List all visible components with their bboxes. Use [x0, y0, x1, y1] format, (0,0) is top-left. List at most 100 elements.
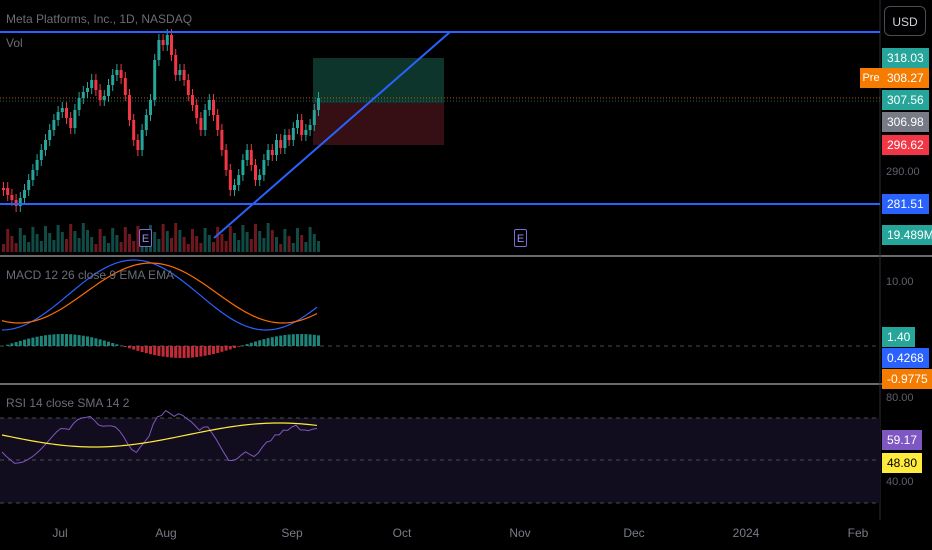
candle-body: [2, 188, 5, 190]
tag-support: 281.51: [882, 194, 929, 214]
macd-hist-bar: [233, 346, 236, 349]
candle-body: [94, 80, 98, 90]
volume-bar: [203, 228, 207, 252]
x-axis-label: Feb: [847, 526, 869, 540]
candle-body: [224, 150, 228, 170]
volume-bar: [39, 241, 43, 252]
candle-body: [270, 150, 274, 155]
volume-bar: [98, 229, 102, 252]
macd-line: [1, 259, 318, 331]
macd-hist-bar: [136, 346, 140, 351]
candle-body: [107, 85, 110, 96]
macd-hist-bar: [199, 346, 203, 357]
candle-body: [262, 160, 266, 175]
candle-body: [73, 110, 77, 128]
volume-bar: [69, 224, 73, 252]
macd-hist-bar: [212, 346, 215, 354]
candle-body: [174, 55, 178, 75]
candle-body: [312, 110, 316, 125]
volume-bar: [111, 228, 115, 252]
volume-bar: [312, 234, 316, 252]
volume-bar: [308, 227, 312, 252]
candle-body: [165, 35, 169, 45]
rsi-axis-top: 80.00: [886, 392, 914, 404]
candles-layer: [2, 29, 320, 212]
candle-body: [136, 140, 140, 150]
ascending-trendline[interactable]: [213, 31, 451, 239]
volume-bar: [296, 228, 299, 252]
candle-body: [6, 188, 10, 195]
symbol-title[interactable]: Meta Platforms, Inc., 1D, NASDAQ: [6, 12, 193, 26]
earnings-marker[interactable]: E: [139, 229, 152, 247]
tag-premarket: 308.27: [882, 68, 929, 88]
macd-hist-bar: [182, 346, 186, 358]
candle-body: [98, 90, 102, 100]
rsi-legend[interactable]: RSI 14 close SMA 14 2: [6, 396, 130, 410]
candle-body: [132, 120, 136, 140]
candle-body: [35, 160, 39, 170]
candle-body: [233, 185, 236, 190]
volume-bar: [65, 239, 68, 252]
candle-body: [170, 35, 173, 55]
volume-bar: [283, 229, 287, 252]
candle-body: [44, 140, 47, 150]
currency-button[interactable]: USD: [884, 6, 926, 36]
volume-bar: [107, 243, 110, 252]
rsi-axis-bottom: 40.00: [886, 476, 914, 488]
earnings-marker-upcoming[interactable]: E: [514, 229, 527, 247]
candle-body: [195, 105, 199, 118]
volume-bar: [136, 226, 140, 252]
candle-body: [186, 80, 190, 95]
volume-bar: [73, 231, 77, 252]
macd-layer: [1, 259, 320, 358]
volume-bar: [275, 237, 278, 252]
macd-hist-bar: [69, 334, 73, 346]
macd-hist-bar: [23, 339, 26, 346]
position-target-zone[interactable]: [313, 58, 444, 103]
macd-hist-bar: [149, 346, 152, 355]
macd-hist-bar: [300, 334, 304, 346]
candle-body: [191, 95, 194, 105]
tag-macd-hist: 1.40: [882, 327, 916, 347]
volume-bar: [254, 224, 257, 252]
volume-bar: [195, 236, 199, 252]
volume-bar: [199, 243, 203, 252]
macd-hist-bar: [161, 346, 165, 357]
volume-legend[interactable]: Vol: [6, 36, 23, 50]
x-axis-label: Nov: [509, 526, 531, 540]
volume-bar: [31, 227, 35, 252]
volume-layer: [2, 223, 320, 252]
macd-hist-bar: [81, 335, 85, 346]
macd-hist-bar: [279, 335, 283, 346]
macd-hist-bar: [224, 346, 228, 351]
volume-bar: [207, 235, 211, 252]
position-stop-zone[interactable]: [313, 103, 444, 145]
volume-bar: [14, 243, 18, 252]
volume-bar: [161, 224, 165, 252]
candle-body: [182, 70, 186, 80]
candle-body: [275, 140, 278, 155]
x-axis-label: 2024: [732, 526, 760, 540]
macd-hist-bar: [153, 346, 157, 356]
volume-bar: [6, 229, 10, 252]
macd-hist-bar: [249, 342, 253, 346]
x-axis-label: Dec: [623, 526, 645, 540]
candle-body: [56, 112, 60, 120]
macd-hist-bar: [262, 339, 266, 346]
volume-bar: [266, 223, 270, 252]
x-axis-label: Jul: [52, 526, 68, 540]
macd-hist-bar: [312, 334, 316, 346]
candle-body: [18, 198, 22, 206]
macd-legend[interactable]: MACD 12 26 close 9 EMA EMA: [6, 268, 175, 282]
macd-hist-bar: [44, 335, 47, 346]
volume-bar: [2, 244, 5, 252]
volume-bar: [170, 238, 173, 252]
macd-hist-bar: [237, 346, 241, 347]
macd-hist-bar: [102, 340, 106, 346]
volume-bar: [317, 241, 320, 252]
macd-hist-bar: [52, 334, 56, 346]
macd-hist-bar: [291, 334, 295, 346]
macd-hist-bar: [283, 334, 287, 346]
macd-hist-bar: [296, 334, 299, 346]
